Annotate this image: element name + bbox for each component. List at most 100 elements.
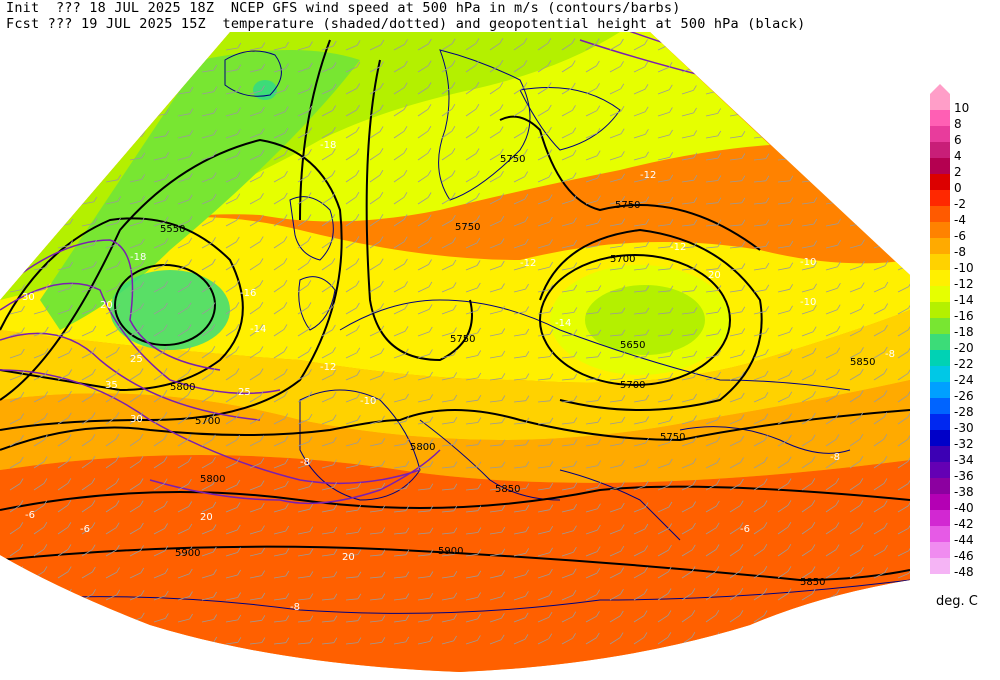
colorbar-swatch <box>930 510 950 526</box>
colorbar-label: -38 <box>954 485 974 499</box>
colorbar-label: -46 <box>954 549 974 563</box>
height-label: 5850 <box>850 357 875 368</box>
height-label: 5900 <box>438 546 463 557</box>
height-label: 5750 <box>615 200 640 211</box>
temp-label: -8 <box>830 452 840 463</box>
height-label: 5750 <box>455 222 480 233</box>
temp-label: -8 <box>290 602 300 613</box>
colorbar-swatch <box>930 254 950 270</box>
height-contours <box>0 39 910 582</box>
wind-label: 20 <box>100 300 113 311</box>
colorbar-label: 8 <box>954 117 962 131</box>
wind-label: 30 <box>130 414 143 425</box>
temp-label: -14 <box>250 324 266 335</box>
colorbar-swatch <box>930 286 950 302</box>
colorbar-swatch <box>930 462 950 478</box>
temp-label: -12 <box>320 362 336 373</box>
colorbar-swatch <box>930 190 950 206</box>
temp-label: -6 <box>25 510 35 521</box>
colorbar-label: -6 <box>954 229 966 243</box>
colorbar-label: 10 <box>954 101 970 115</box>
temperature-band-minus18 <box>40 50 360 330</box>
temp-label: -10 <box>800 257 816 268</box>
colorbar-swatch <box>930 126 950 142</box>
colorbar-label: -34 <box>954 453 974 467</box>
colorbar-swatch <box>930 526 950 542</box>
colorbar-label: -42 <box>954 517 974 531</box>
height-label: 5800 <box>200 474 225 485</box>
temp-label: -8 <box>300 457 310 468</box>
colorbar-label: -20 <box>954 341 974 355</box>
colorbar-swatch <box>930 446 950 462</box>
colorbar-label: -40 <box>954 501 974 515</box>
colorbar-swatch <box>930 110 950 126</box>
forecast-map: 5550 5650 5700 5700 5700 5750 5750 5750 … <box>0 32 910 672</box>
temp-label: -12 <box>520 258 536 269</box>
colorbar-swatch <box>930 270 950 286</box>
cold-core-inner <box>585 285 705 355</box>
height-label: 5700 <box>610 254 635 265</box>
wind-label: 35 <box>105 380 118 391</box>
colorbar-swatch <box>930 94 950 110</box>
colorbar-label: 0 <box>954 181 962 195</box>
colorbar-label: 2 <box>954 165 962 179</box>
colorbar-swatch <box>930 414 950 430</box>
height-label: 5850 <box>495 484 520 495</box>
header-forecast-line: Fcst ??? 19 JUL 2025 15Z temperature (sh… <box>6 16 806 32</box>
colorbar-label: -22 <box>954 357 974 371</box>
iceland-cold-spot <box>253 80 277 100</box>
height-label: 5800 <box>410 442 435 453</box>
colorbar-label: -18 <box>954 325 974 339</box>
temp-label: -14 <box>555 318 571 329</box>
colorbar-label: -24 <box>954 373 974 387</box>
colorbar-swatch <box>930 302 950 318</box>
colorbar-label: -12 <box>954 277 974 291</box>
wind-label: 25 <box>238 387 251 398</box>
height-label: 5650 <box>620 340 645 351</box>
coastlines <box>0 49 910 614</box>
temp-label: -6 <box>740 524 750 535</box>
colorbar-swatch <box>930 318 950 334</box>
wind-label: 20 <box>342 552 355 563</box>
colorbar-label: -32 <box>954 437 974 451</box>
temp-label: -6 <box>80 524 90 535</box>
wind-label: 20 <box>200 512 213 523</box>
colorbar-label: -16 <box>954 309 974 323</box>
colorbar-swatch <box>930 158 950 174</box>
colorbar-label: -28 <box>954 405 974 419</box>
colorbar-swatch <box>930 494 950 510</box>
colorbar-label: -44 <box>954 533 974 547</box>
temp-label: -10 <box>360 396 376 407</box>
height-label: 5700 <box>195 416 220 427</box>
temp-label: -10 <box>800 297 816 308</box>
colorbar-label: -36 <box>954 469 974 483</box>
colorbar-swatch <box>930 350 950 366</box>
header-init-line: Init ??? 18 JUL 2025 18Z NCEP GFS wind s… <box>6 0 681 16</box>
colorbar-swatch <box>930 478 950 494</box>
colorbar-swatch <box>930 238 950 254</box>
height-label: 5800 <box>170 382 195 393</box>
colorbar-swatch <box>930 334 950 350</box>
colorbar-label: -26 <box>954 389 974 403</box>
height-label: 5750 <box>500 154 525 165</box>
temp-label: -8 <box>885 349 895 360</box>
colorbar-label: 6 <box>954 133 962 147</box>
colorbar-label: -30 <box>954 421 974 435</box>
colorbar-swatch <box>930 222 950 238</box>
colorbar-swatch <box>930 142 950 158</box>
colorbar-swatch <box>930 366 950 382</box>
height-label: 5550 <box>160 224 185 235</box>
colorbar-swatch <box>930 542 950 558</box>
colorbar-label: 4 <box>954 149 962 163</box>
height-label: 5900 <box>175 548 200 559</box>
height-label: 5700 <box>620 380 645 391</box>
map-labels: 5550 5650 5700 5700 5700 5750 5750 5750 … <box>22 140 895 613</box>
colorbar-label: -48 <box>954 565 974 579</box>
temperature-band-minus8 <box>0 380 910 483</box>
colorbar-label: -10 <box>954 261 974 275</box>
temp-label: -18 <box>320 140 336 151</box>
colorbar-arrow-top <box>930 84 950 94</box>
wind-label: 20 <box>708 270 721 281</box>
colorbar-unit: deg. C <box>936 594 978 609</box>
colorbar-swatch <box>930 558 950 574</box>
